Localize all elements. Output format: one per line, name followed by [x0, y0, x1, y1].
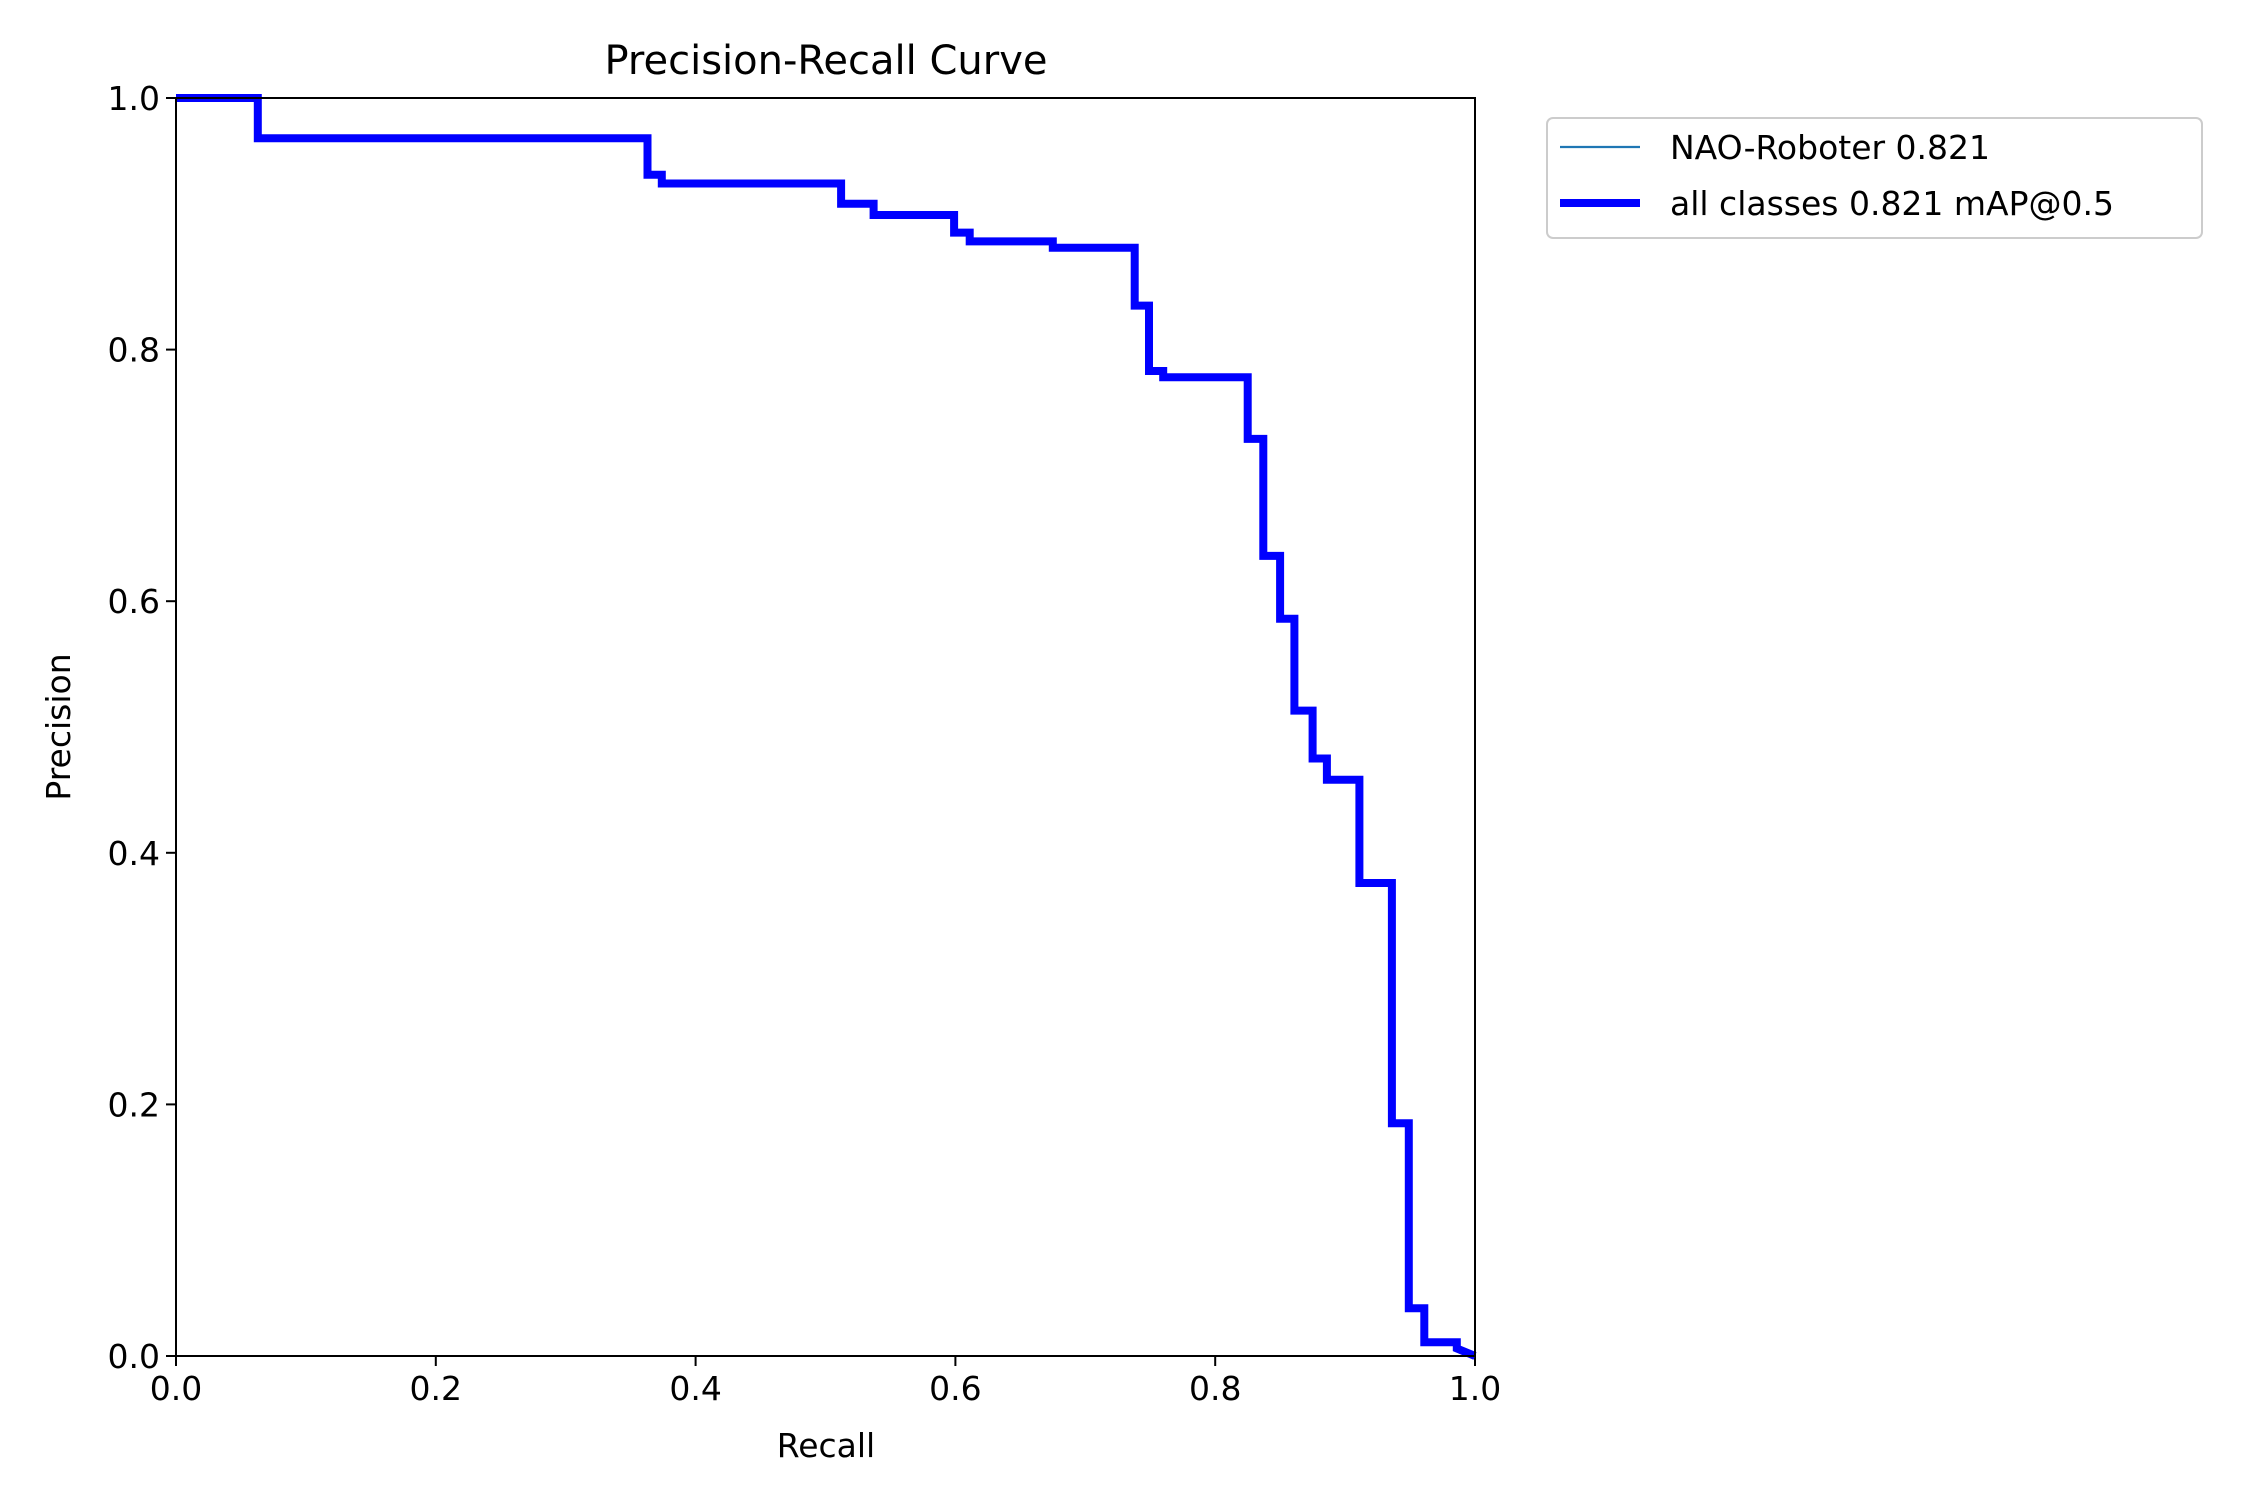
- y-tick-label: 0.8: [108, 331, 160, 370]
- x-tick-label: 1.0: [1449, 1369, 1501, 1408]
- legend-label-all-classes: all classes 0.821 mAP@0.5: [1670, 184, 2114, 223]
- legend-box: [1546, 117, 2203, 239]
- series-line-all-classes: [176, 94, 1477, 1360]
- legend-label-nao-roboter: NAO-Roboter 0.821: [1670, 128, 1990, 167]
- x-axis-label: Recall: [777, 1426, 875, 1465]
- y-tick-label: 0.2: [108, 1085, 160, 1124]
- x-tick-label: 0.6: [929, 1369, 981, 1408]
- y-axis-label: Precision: [39, 653, 78, 800]
- y-tick-label: 0.4: [108, 834, 160, 873]
- legend: NAO-Roboter 0.821 all classes 0.821 mAP@…: [1546, 117, 2203, 239]
- x-tick-label: 0.0: [150, 1369, 202, 1408]
- x-tick-label: 0.8: [1189, 1369, 1241, 1408]
- y-tick-label: 0.6: [108, 582, 160, 621]
- x-tick-label: 0.2: [410, 1369, 462, 1408]
- chart-title: Precision-Recall Curve: [605, 38, 1048, 84]
- y-tick-label: 0.0: [108, 1337, 160, 1376]
- plot-frame: [175, 97, 1476, 1357]
- x-tick-label: 0.4: [669, 1369, 721, 1408]
- series-line-nao-roboter: [176, 96, 1476, 1358]
- y-tick-label: 1.0: [108, 79, 160, 118]
